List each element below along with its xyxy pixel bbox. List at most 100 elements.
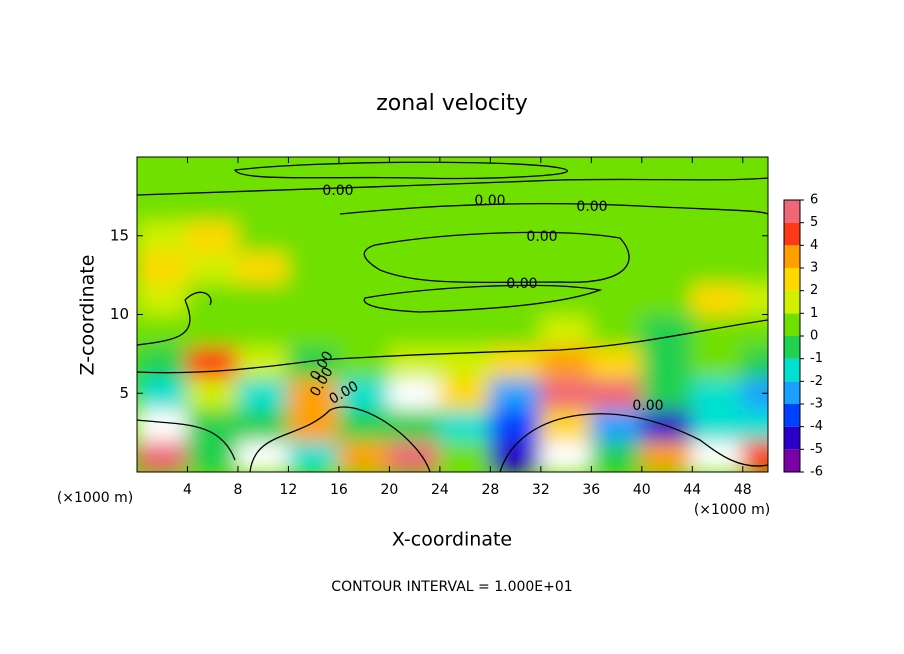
field-cell — [741, 157, 768, 190]
x-tick-label: 4 — [183, 482, 192, 498]
field-cell — [691, 250, 744, 284]
field-cell — [137, 282, 189, 316]
field-cell — [186, 376, 239, 410]
colorbar-band — [784, 245, 800, 268]
field-cell — [236, 345, 290, 379]
field-cell — [489, 157, 542, 190]
field-cell — [489, 376, 542, 410]
field-cell — [691, 408, 744, 442]
field-cell — [438, 313, 492, 347]
field-cell — [337, 219, 391, 253]
field-cell — [590, 376, 643, 410]
colorbar-band — [784, 426, 800, 450]
field-cell — [137, 157, 189, 190]
field-cell — [539, 219, 593, 253]
contour-label: 0.00 — [322, 183, 353, 199]
field-cell — [438, 250, 492, 284]
x-tick-label: 36 — [582, 482, 600, 498]
field-cell — [438, 376, 492, 410]
y-tick-label: 5 — [119, 384, 129, 402]
field-cell — [691, 219, 744, 253]
field-cell — [590, 313, 643, 347]
field-cell — [137, 250, 189, 284]
field-cell — [137, 187, 189, 221]
field-cells — [137, 157, 768, 472]
colorbar-band — [784, 268, 800, 291]
field-cell — [640, 313, 694, 347]
contour-label: 0.00 — [576, 199, 607, 215]
field-cell — [691, 313, 744, 347]
field-cell — [236, 282, 290, 316]
colorbar-tick-label: -1 — [810, 351, 823, 366]
field-cell — [489, 313, 542, 347]
field-cell — [337, 439, 391, 472]
field-cell — [741, 187, 768, 221]
field-cell — [640, 187, 694, 221]
colorbar-tick-label: 2 — [810, 283, 818, 298]
field-cell — [337, 345, 391, 379]
field-cell — [337, 313, 391, 347]
field-cell — [388, 187, 441, 221]
field-cell — [236, 376, 290, 410]
field-cell — [287, 439, 340, 472]
x-tick-label: 32 — [532, 482, 550, 498]
x-tick-label: 40 — [633, 482, 651, 498]
field-cell — [236, 219, 290, 253]
colorbar-band — [784, 449, 800, 472]
x-axis-label: X-coordinate — [392, 529, 512, 551]
field-cell — [640, 219, 694, 253]
colorbar-band — [784, 404, 800, 427]
field-cell — [640, 408, 694, 442]
y-tick-label: 10 — [110, 305, 129, 323]
colorbar-tick-label: -5 — [810, 442, 823, 457]
footer: CONTOUR INTERVAL = 1.000E+01 — [331, 579, 572, 595]
field-cell — [640, 282, 694, 316]
field-cell — [590, 282, 643, 316]
colorbar-tick-label: 6 — [810, 193, 818, 208]
x-tick-label: 28 — [481, 482, 499, 498]
field-cell — [236, 157, 290, 190]
field-cell — [388, 408, 441, 442]
field-cell — [640, 250, 694, 284]
field-cell — [741, 345, 768, 379]
field-cell — [489, 345, 542, 379]
field-cell — [287, 408, 340, 442]
field-cell — [287, 345, 340, 379]
field-cell — [691, 157, 744, 190]
field-cell — [388, 219, 441, 253]
field-cell — [337, 376, 391, 410]
field-cell — [539, 439, 593, 472]
field-cell — [539, 408, 593, 442]
field-cell — [287, 313, 340, 347]
contour-label: 0.00 — [526, 229, 557, 245]
field-cell — [186, 219, 239, 253]
x-tick-label: 20 — [380, 482, 398, 498]
colorbar-band — [784, 336, 800, 359]
colorbar-tick-label: -6 — [810, 465, 823, 480]
colorbar-tick-label: 5 — [810, 215, 818, 230]
field-cell — [388, 345, 441, 379]
x-unit-label: (×1000 m) — [694, 502, 770, 518]
field-cell — [287, 187, 340, 221]
x-tick-label: 44 — [683, 482, 701, 498]
colorbar: -6 -5 -4 -3 -2 -1 0 1 2 3 4 5 6 — [783, 193, 823, 480]
colorbar-tick-label: 1 — [810, 306, 818, 321]
field-cell — [741, 282, 768, 316]
field-cell — [489, 282, 542, 316]
colorbar-tick-label: 0 — [810, 329, 818, 344]
field-cell — [691, 187, 744, 221]
field-cell — [539, 376, 593, 410]
colorbar-band — [784, 290, 800, 314]
field-cell — [640, 439, 694, 472]
field-cell — [741, 250, 768, 284]
y-unit-label: (×1000 m) — [57, 490, 133, 506]
field-cell — [489, 250, 542, 284]
field-cell — [186, 282, 239, 316]
field-cell — [186, 313, 239, 347]
field-cell — [137, 313, 189, 347]
colorbar-band — [784, 200, 800, 223]
colorbar-band — [784, 358, 800, 382]
field-cell — [137, 345, 189, 379]
